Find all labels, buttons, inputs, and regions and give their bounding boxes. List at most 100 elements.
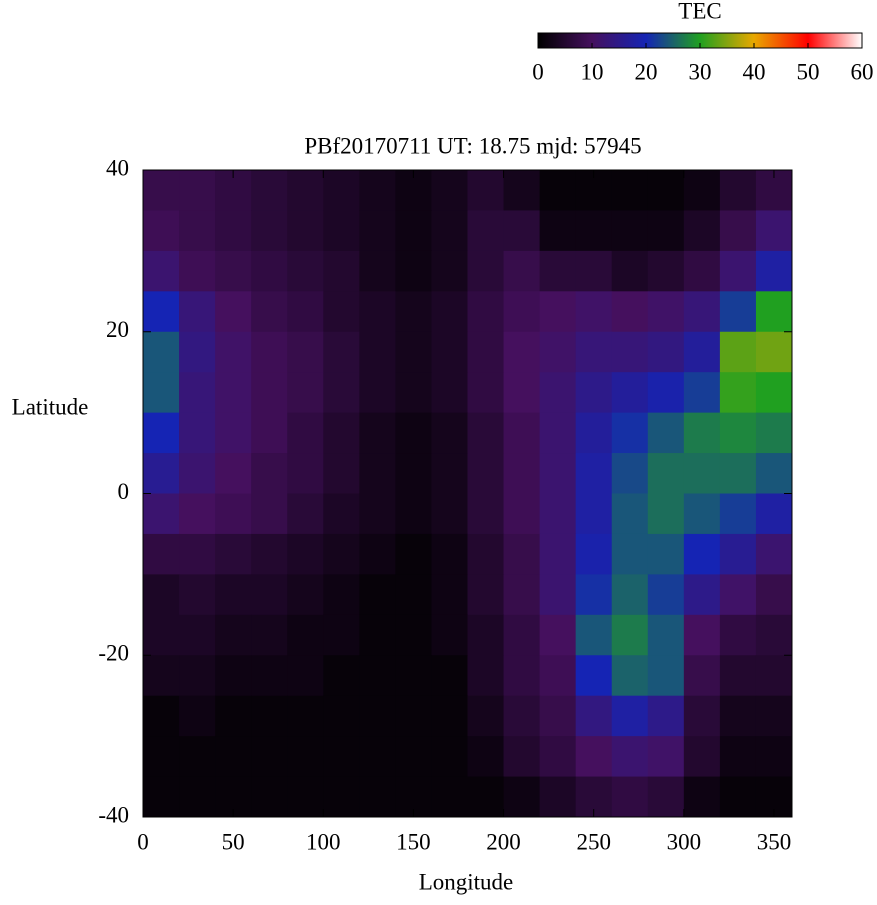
heatmap-cell — [323, 493, 360, 535]
heatmap-cell — [683, 453, 721, 494]
heatmap-cell — [251, 412, 288, 454]
heatmap-cell — [467, 453, 505, 494]
heatmap-cell — [287, 533, 324, 575]
heatmap-cell — [755, 493, 793, 535]
heatmap-cell — [647, 736, 685, 778]
heatmap-cell — [503, 453, 541, 494]
heatmap-cell — [395, 493, 432, 535]
heatmap-cell — [683, 210, 721, 252]
heatmap-cell — [503, 695, 541, 737]
y-tick-label: -20 — [98, 641, 129, 666]
heatmap-cell — [287, 493, 324, 535]
heatmap-cell — [179, 776, 216, 818]
heatmap-cell — [539, 372, 577, 414]
heatmap-cell — [503, 291, 541, 333]
heatmap-cell — [323, 372, 360, 414]
heatmap-cell — [143, 574, 180, 616]
heatmap-cell — [611, 453, 649, 494]
heatmap-cell — [251, 574, 288, 616]
heatmap-cell — [611, 614, 649, 656]
heatmap-cell — [179, 372, 216, 414]
heatmap-cell — [539, 453, 577, 494]
heatmap-cell — [359, 776, 396, 818]
heatmap-cell — [251, 331, 288, 373]
heatmap-cell — [467, 372, 505, 414]
x-tick-label: 100 — [306, 829, 341, 854]
heatmap-cell — [359, 210, 396, 252]
heatmap-cell — [431, 453, 468, 494]
colorbar-label: TEC — [678, 0, 721, 23]
heatmap-cell — [575, 453, 613, 494]
heatmap-cell — [431, 655, 468, 697]
heatmap-cell — [179, 574, 216, 616]
heatmap-cell — [179, 331, 216, 373]
heatmap-cell — [611, 736, 649, 778]
heatmap-cell — [467, 574, 505, 616]
heatmap-cell — [215, 695, 252, 737]
heatmap-cell — [431, 776, 468, 818]
heatmap-cell — [647, 655, 685, 697]
heatmap-cell — [503, 736, 541, 778]
heatmap-cell — [215, 331, 252, 373]
heatmap-cell — [287, 453, 324, 494]
heatmap-cell — [683, 655, 721, 697]
heatmap-cell — [611, 533, 649, 575]
heatmap-cell — [683, 170, 721, 211]
heatmap-cell — [575, 372, 613, 414]
heatmap-cell — [503, 250, 541, 292]
heatmap-cell — [431, 574, 468, 616]
heatmap-cell — [179, 655, 216, 697]
heatmap-cell — [143, 170, 180, 211]
heatmap-cell — [539, 614, 577, 656]
heatmap-cell — [215, 655, 252, 697]
heatmap-cell — [251, 372, 288, 414]
heatmap-cell — [143, 412, 180, 454]
heatmap-cell — [467, 776, 505, 818]
heatmap-cell — [431, 614, 468, 656]
heatmap-cell — [287, 655, 324, 697]
x-tick-label: 0 — [137, 829, 149, 854]
heatmap-cell — [719, 453, 757, 494]
colorbar-tick-label: 20 — [635, 59, 658, 84]
heatmap-cell — [539, 291, 577, 333]
heatmap-cell — [719, 533, 757, 575]
heatmap-cell — [143, 453, 180, 494]
heatmap-cell — [467, 695, 505, 737]
colorbar-tick-label: 60 — [851, 59, 874, 84]
heatmap-cell — [143, 331, 180, 373]
heatmap-cell — [323, 776, 360, 818]
heatmap-cell — [467, 614, 505, 656]
heatmap-cell — [683, 695, 721, 737]
heatmap-cell — [395, 736, 432, 778]
heatmap-cell — [143, 614, 180, 656]
heatmap-cell — [575, 250, 613, 292]
heatmap-cell — [251, 776, 288, 818]
heatmap-cell — [467, 210, 505, 252]
heatmap-cell — [323, 170, 360, 211]
heatmap-cell — [611, 331, 649, 373]
heatmap-cell — [215, 736, 252, 778]
heatmap-cell — [395, 331, 432, 373]
heatmap-cell — [719, 736, 757, 778]
heatmap-cell — [179, 250, 216, 292]
heatmap-cell — [179, 493, 216, 535]
heatmap-cell — [719, 412, 757, 454]
heatmap-cell — [503, 210, 541, 252]
heatmap-cell — [539, 250, 577, 292]
heatmap-cell — [611, 655, 649, 697]
heatmap-cell — [287, 170, 324, 211]
heatmap-cell — [251, 210, 288, 252]
heatmap-cell — [395, 372, 432, 414]
heatmap-cell — [287, 776, 324, 818]
heatmap-cell — [143, 533, 180, 575]
heatmap-cell — [503, 776, 541, 818]
heatmap-cell — [755, 291, 793, 333]
x-tick-label: 150 — [396, 829, 431, 854]
heatmap-cell — [251, 533, 288, 575]
heatmap-cell — [719, 574, 757, 616]
heatmap-cell — [431, 291, 468, 333]
heatmap-cell — [611, 210, 649, 252]
heatmap-cell — [431, 170, 468, 211]
heatmap-cell — [647, 493, 685, 535]
heatmap-cell — [611, 412, 649, 454]
